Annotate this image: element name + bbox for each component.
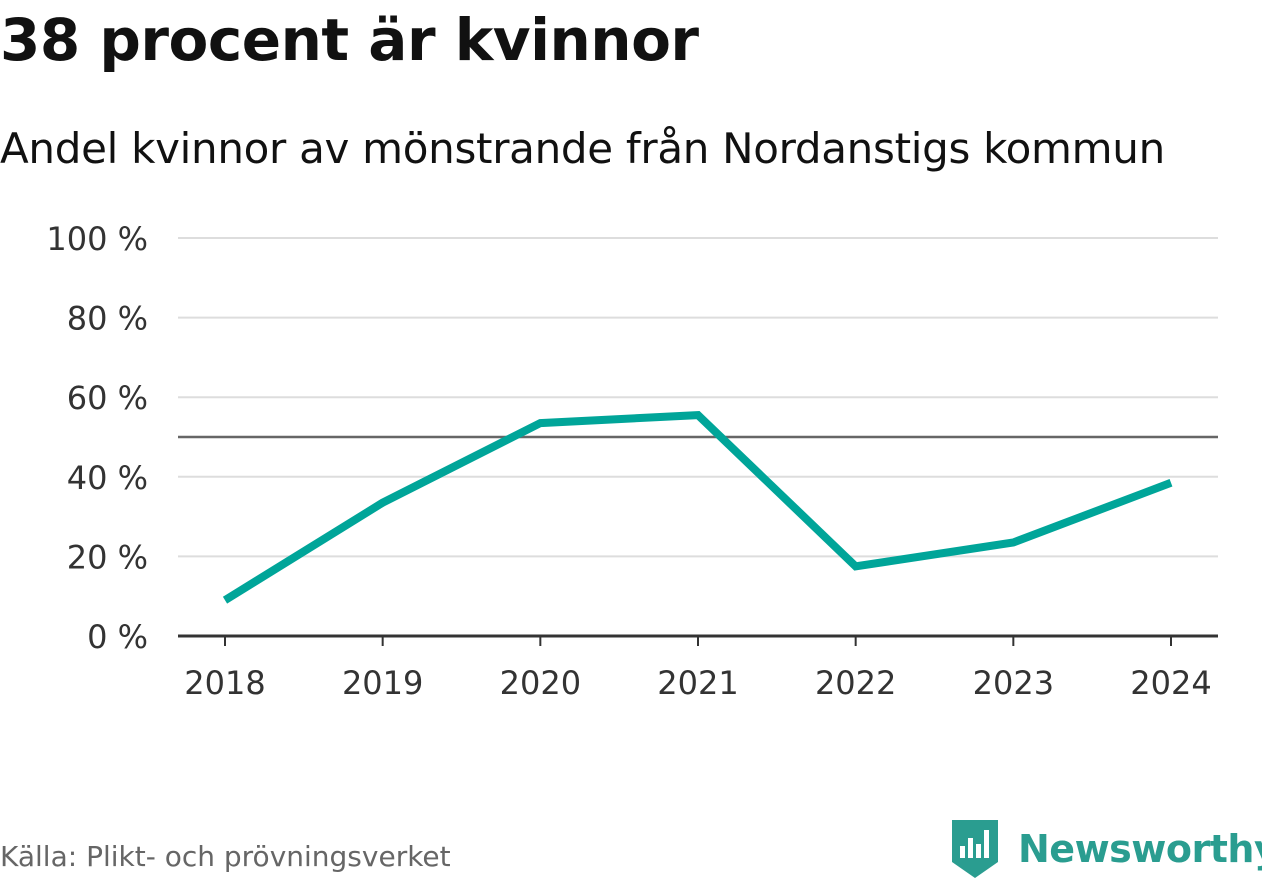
x-tick-label: 2024 [1130,664,1211,702]
x-tick-label: 2022 [815,664,896,702]
y-tick-label: 80 % [67,300,148,338]
newsworthy-logo: Newsworthy [950,818,1262,880]
x-axis: 2018 2019 2020 2021 2022 2023 2024 [178,634,1218,702]
x-tick-label: 2019 [342,664,423,702]
brand-name: Newsworthy [1018,827,1262,871]
x-tick-label: 2018 [184,664,265,702]
y-tick-label: 0 % [87,618,148,656]
source-note: Källa: Plikt- och prövningsverket [0,840,451,873]
gridlines [178,237,1218,558]
x-tick-label: 2023 [973,664,1054,702]
line-chart: 0 % 20 % 40 % 60 % 80 % 100 % 2018 2019 2020 202… [46,220,1218,702]
chart-subtitle: Andel kvinnor av mönstrande från Nordans… [0,124,1165,173]
y-tick-label: 100 % [46,220,148,258]
x-tick-label: 2020 [500,664,581,702]
series-line [222,411,1173,604]
x-tick-label: 2021 [657,664,738,702]
y-tick-label: 40 % [67,459,148,497]
series-group [222,411,1173,604]
newsworthy-logo-icon [952,820,998,878]
y-axis-tick-labels: 0 % 20 % 40 % 60 % 80 % 100 % [46,220,148,656]
y-tick-label: 20 % [67,538,148,576]
y-tick-label: 60 % [67,379,148,417]
chart-title: 38 procent är kvinnor [0,6,699,74]
